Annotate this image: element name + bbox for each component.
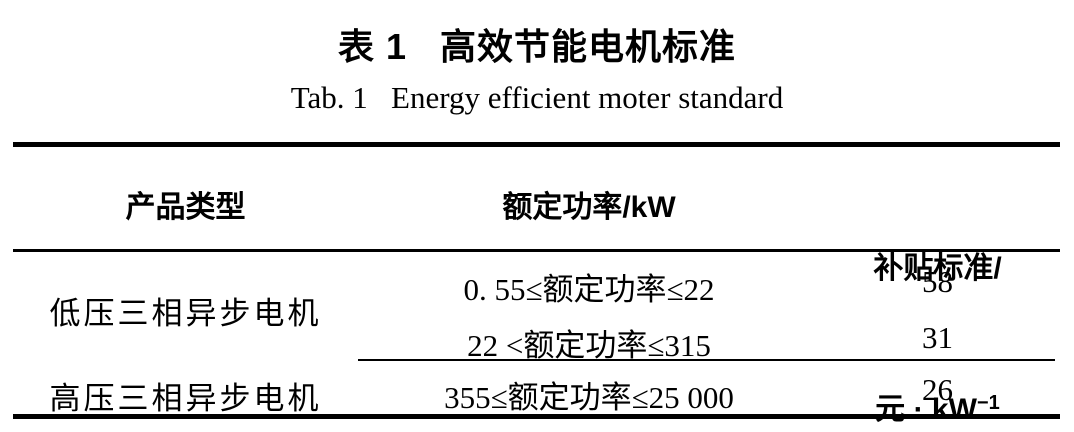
header-subsidy-unit: 元 · kW−1 bbox=[820, 381, 1055, 432]
rated-power-range-row2: 22 <额定功率≤315 bbox=[467, 328, 711, 363]
header-rated-power: 额定功率/kW bbox=[502, 191, 676, 224]
header-subsidy: 补贴标准/ 元 · kW−1 bbox=[820, 156, 1055, 432]
rated-power-range-row3: 355≤额定功率≤25 000 bbox=[444, 380, 734, 415]
subsidy-value-row1: 58 bbox=[922, 264, 953, 299]
subsidy-value-row3: 26 bbox=[922, 372, 953, 407]
table-caption-zh: 表 1 高效节能电机标准 bbox=[337, 26, 737, 67]
header-subsidy-unit-base: 元 · kW bbox=[875, 393, 977, 426]
subsidy-value-row2: 31 bbox=[922, 320, 953, 355]
header-subsidy-line1: 补贴标准/ bbox=[873, 252, 1002, 285]
table-top-rule bbox=[13, 142, 1060, 147]
group-separator-rule bbox=[358, 359, 1055, 361]
product-type-low-voltage: 低压三相异步电机 bbox=[49, 296, 322, 331]
header-product-type: 产品类型 bbox=[125, 191, 246, 224]
rated-power-range-row1: 0. 55≤额定功率≤22 bbox=[463, 272, 715, 307]
header-subsidy-unit-exponent: −1 bbox=[976, 392, 1000, 414]
table-caption-en: Tab. 1 Energy efficient moter standard bbox=[290, 80, 784, 115]
header-separator-rule bbox=[13, 249, 1060, 252]
table-bottom-rule bbox=[13, 414, 1060, 419]
product-type-high-voltage: 高压三相异步电机 bbox=[49, 381, 322, 416]
